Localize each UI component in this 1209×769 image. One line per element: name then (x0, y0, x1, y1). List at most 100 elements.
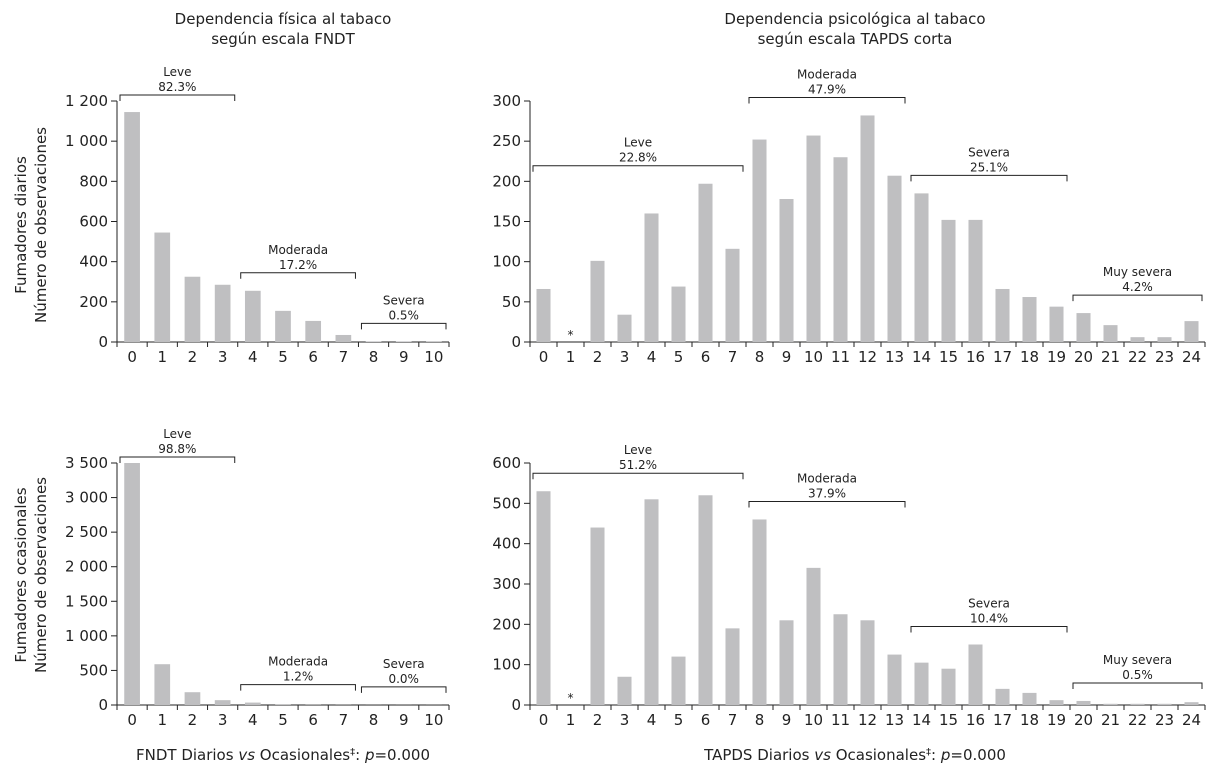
x-tick-label: 13 (885, 711, 904, 729)
bar (1157, 703, 1172, 705)
bar (941, 668, 956, 705)
bar (214, 284, 231, 342)
bar (725, 628, 740, 705)
x-tick-label: 10 (804, 711, 823, 729)
x-tick-label: 6 (308, 711, 318, 729)
x-tick-label: 20 (1074, 348, 1093, 366)
y-tick-label: 200 (492, 615, 521, 633)
bar (1103, 703, 1118, 705)
x-tick-label: 22 (1128, 711, 1147, 729)
bar (671, 286, 686, 342)
x-tick-label: 16 (966, 348, 985, 366)
bracket-label: Muy severa (1103, 265, 1172, 279)
x-tick-label: 5 (674, 711, 684, 729)
x-tick-label: 12 (858, 348, 877, 366)
bracket-label: Moderada (268, 655, 328, 669)
bracket-line (360, 322, 447, 330)
x-tick-label: 3 (218, 348, 228, 366)
bar (968, 644, 983, 705)
bracket-line (910, 174, 1068, 182)
asterisk-marker: * (568, 691, 574, 705)
x-tick-label: 1 (157, 348, 167, 366)
bracket-percent: 17.2% (279, 258, 317, 272)
bar (1103, 325, 1118, 342)
x-tick-label: 18 (1020, 348, 1039, 366)
y-tick-label: 800 (79, 172, 108, 190)
bar (1130, 703, 1145, 705)
bracket-line (532, 165, 744, 172)
bracket-percent: 37.9% (808, 486, 846, 500)
x-tick-label: 16 (966, 711, 985, 729)
right-title-line1: Dependencia psicológica al tabaco (724, 10, 985, 28)
x-tick-label: 2 (188, 348, 198, 366)
bar (244, 702, 261, 705)
bracket-label: Moderada (797, 67, 857, 81)
bar (833, 157, 848, 342)
bracket-percent: 0.0% (388, 672, 419, 686)
bar (1076, 313, 1091, 342)
x-tick-label: 14 (912, 348, 931, 366)
left-title-line2: según escala FNDT (211, 30, 355, 48)
x-tick-label: 23 (1155, 348, 1174, 366)
bar (860, 115, 875, 343)
bracket-label: Leve (624, 136, 652, 150)
bar (779, 620, 794, 705)
y-tick-label: 600 (492, 454, 521, 472)
bar (887, 175, 902, 342)
x-tick-label: 17 (993, 348, 1012, 366)
y-tick-label: 1 500 (65, 592, 108, 610)
bar (806, 567, 821, 705)
bar (941, 219, 956, 342)
bar (752, 139, 767, 342)
bar (244, 290, 261, 342)
x-tick-label: 7 (728, 348, 738, 366)
bar (1130, 337, 1145, 342)
x-tick-label: 24 (1182, 348, 1201, 366)
bar (806, 135, 821, 342)
x-tick-label: 21 (1101, 348, 1120, 366)
bar (860, 620, 875, 705)
bracket-line (532, 472, 744, 480)
bar (995, 688, 1010, 705)
bracket-label: Severa (968, 597, 1010, 611)
bar (779, 199, 794, 342)
x-tick-label: 8 (369, 348, 379, 366)
bar (644, 213, 659, 342)
x-tick-label: 5 (278, 711, 288, 729)
top-row-label-line2: Número de observaciones (32, 127, 50, 323)
bracket-line (240, 272, 356, 279)
y-tick-label: 0 (98, 696, 108, 714)
x-tick-label: 19 (1047, 711, 1066, 729)
x-tick-label: 13 (885, 348, 904, 366)
bracket-line (748, 96, 906, 104)
y-tick-label: 2 000 (65, 558, 108, 576)
x-tick-label: 0 (539, 711, 549, 729)
right-title-line2: según escala TAPDS corta (758, 30, 953, 48)
x-tick-label: 1 (566, 348, 576, 366)
bracket-label: Moderada (268, 243, 328, 257)
x-tick-label: 6 (308, 348, 318, 366)
bar (536, 288, 551, 342)
bracket-percent: 98.8% (158, 442, 196, 456)
y-tick-label: 2 500 (65, 523, 108, 541)
bar (752, 519, 767, 705)
bar (590, 527, 605, 705)
bar (395, 341, 412, 342)
bar (335, 334, 352, 342)
bar (184, 276, 201, 342)
bracket-percent: 0.5% (1122, 668, 1153, 682)
y-tick-label: 300 (492, 92, 521, 110)
x-tick-label: 10 (804, 348, 823, 366)
x-tick-label: 21 (1101, 711, 1120, 729)
x-tick-label: 8 (755, 711, 765, 729)
x-tick-label: 3 (620, 348, 630, 366)
x-tick-label: 1 (566, 711, 576, 729)
bracket-label: Severa (383, 657, 425, 671)
